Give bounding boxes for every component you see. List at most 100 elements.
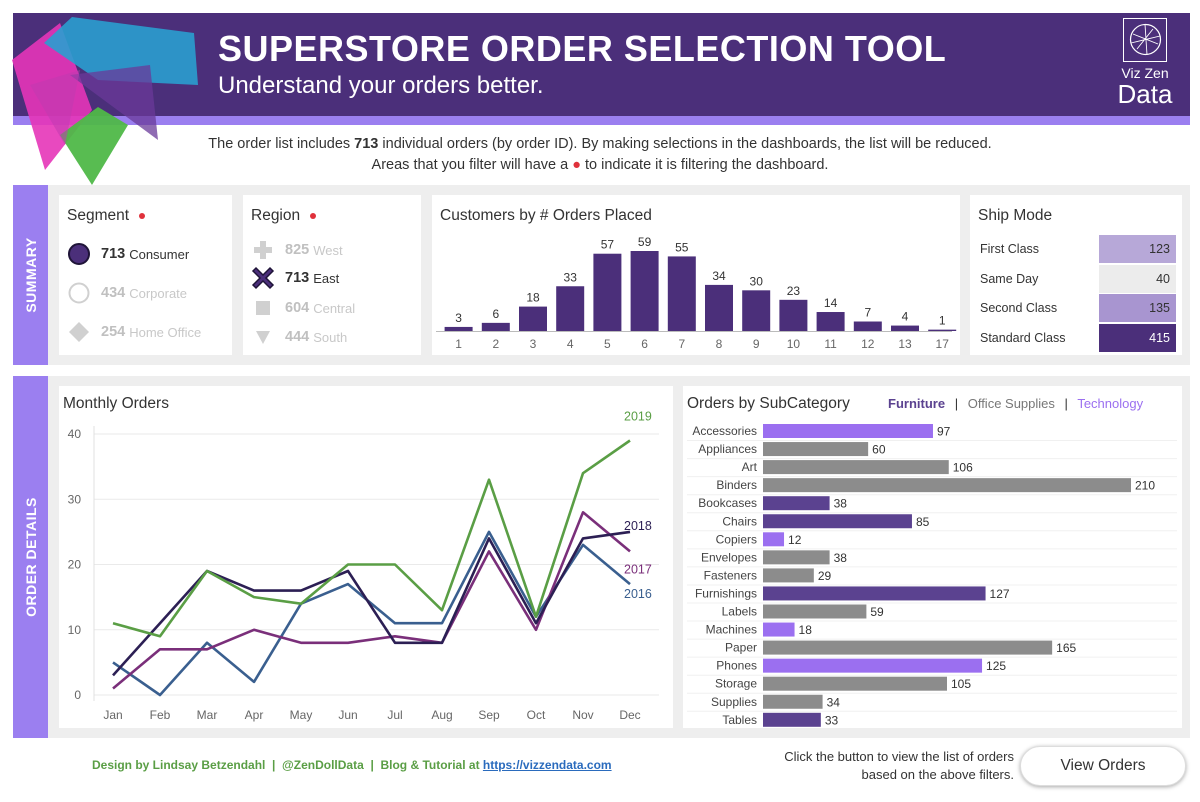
bar-value-label: 6 xyxy=(492,307,499,321)
x-tick-label: 6 xyxy=(641,337,648,351)
bar xyxy=(763,532,785,547)
bar-value-label: 57 xyxy=(601,238,615,252)
segment-label: Corporate xyxy=(129,285,188,301)
ship-row-second-class[interactable]: Second Class 135 xyxy=(980,294,1176,322)
category-label: Envelopes xyxy=(701,550,757,564)
bar-value-label: 1 xyxy=(939,314,946,328)
intro-text: individual orders (by order ID). By maki… xyxy=(378,136,992,152)
legend-technology[interactable]: Technology xyxy=(1077,396,1144,411)
circle-outline-icon xyxy=(67,281,91,305)
bar xyxy=(763,640,1053,655)
ship-mode-label: Standard Class xyxy=(980,331,1066,345)
bar-value-label: 30 xyxy=(750,274,764,288)
x-tick-label: 12 xyxy=(861,337,875,351)
diamond-icon xyxy=(67,320,91,344)
subcategory-bar-chart: Accessories 97 Appliances 60 Art 106 Binders 21… xyxy=(687,424,1177,727)
region-count: 604 xyxy=(285,300,310,316)
segment-title: Segment xyxy=(67,207,146,225)
category-label: Storage xyxy=(715,677,757,691)
bar xyxy=(556,286,585,331)
view-orders-button[interactable]: View Orders xyxy=(1020,746,1186,786)
ship-mode-value-cell: 135 xyxy=(1099,294,1176,322)
x-tick-label: Jul xyxy=(387,708,402,722)
segment-item-consumer[interactable]: 713 Consumer xyxy=(67,242,189,266)
x-tick-label: Apr xyxy=(245,708,264,722)
ship-mode-value-cell: 415 xyxy=(1099,324,1176,352)
x-tick-label: May xyxy=(290,708,313,722)
segment-label: Home Office xyxy=(129,324,202,340)
region-title-text: Region xyxy=(251,207,301,224)
bar-value-label: 14 xyxy=(824,296,838,310)
customers-orders-card: Customers by # Orders Placed 3 1 6 2 18 3 33 4 5… xyxy=(432,195,960,355)
bar-value-label: 18 xyxy=(799,623,813,637)
segment-item-home-office[interactable]: 254 Home Office xyxy=(67,320,201,344)
bar xyxy=(763,694,823,709)
bar-value-label: 29 xyxy=(818,569,832,583)
region-item-central[interactable]: 604 Central xyxy=(251,296,355,320)
bar-value-label: 23 xyxy=(787,284,801,298)
ship-row-same-day[interactable]: Same Day 40 xyxy=(980,265,1176,293)
blog-link[interactable]: https://vizzendata.com xyxy=(482,758,612,772)
intro-text: Areas that you filter will have a xyxy=(371,157,573,173)
summary-label-text: SUMMARY xyxy=(22,237,39,313)
bar xyxy=(667,256,696,331)
bar-value-label: 34 xyxy=(827,695,841,709)
category-label: Bookcases xyxy=(698,496,757,510)
bar xyxy=(742,290,771,331)
ship-row-standard-class[interactable]: Standard Class 415 xyxy=(980,324,1176,352)
ship-mode-value: 135 xyxy=(1149,301,1170,315)
legend-furniture[interactable]: Furniture xyxy=(888,396,946,411)
bar xyxy=(779,299,808,331)
bar-value-label: 59 xyxy=(638,235,652,249)
x-tick-label: 3 xyxy=(530,337,537,351)
bar-value-label: 55 xyxy=(675,240,689,254)
bar xyxy=(593,253,622,331)
bar xyxy=(763,514,912,529)
bar xyxy=(763,658,983,673)
bar-value-label: 4 xyxy=(902,310,909,324)
segment-item-corporate[interactable]: 434 Corporate xyxy=(67,281,187,305)
region-item-west[interactable]: 825 West xyxy=(251,238,343,262)
brand-name-small: Viz Zen xyxy=(1121,65,1169,81)
category-label: Furnishings xyxy=(695,586,757,600)
category-label: Accessories xyxy=(692,424,757,438)
bar-value-label: 125 xyxy=(986,659,1006,673)
y-tick-label: 10 xyxy=(68,623,82,637)
series-label: 2016 xyxy=(624,587,652,601)
x-tick-label: Aug xyxy=(431,708,452,722)
bar-value-label: 210 xyxy=(1135,479,1155,493)
brand-mark-icon xyxy=(1123,18,1167,62)
monthly-orders-card: Monthly Orders 0 10 20 30 40 Jan Feb Mar Apr May J… xyxy=(59,386,673,728)
bar xyxy=(816,312,845,331)
brand-logo[interactable]: Viz Zen Data xyxy=(1104,18,1186,110)
category-label: Copiers xyxy=(716,532,757,546)
square-icon xyxy=(251,296,275,320)
series-label: 2019 xyxy=(624,410,652,424)
footer-credit: Design by Lindsay Betzendahl | @ZenDollD… xyxy=(92,758,612,772)
legend-office-supplies[interactable]: Office Supplies xyxy=(967,396,1055,411)
legend-separator: | xyxy=(1064,396,1068,411)
x-tick-label: 4 xyxy=(567,337,574,351)
region-label: Central xyxy=(313,300,356,316)
region-item-east[interactable]: 713 East xyxy=(251,266,339,290)
category-label: Binders xyxy=(716,478,757,492)
category-label: Labels xyxy=(722,605,757,619)
region-count: 713 xyxy=(285,270,310,286)
bar xyxy=(763,424,933,438)
intro-line-1: The order list includes 713 individual o… xyxy=(0,136,1200,152)
category-label: Appliances xyxy=(698,442,757,456)
ship-mode-title: Ship Mode xyxy=(978,207,1053,224)
category-label: Chairs xyxy=(722,514,757,528)
ship-row-first-class[interactable]: First Class 123 xyxy=(980,235,1176,263)
monthly-orders-line-chart: 0 10 20 30 40 Jan Feb Mar Apr May Jun Jul Aug Sep Oct N… xyxy=(68,410,659,722)
segment-count: 254 xyxy=(101,324,126,340)
ship-mode-label: Same Day xyxy=(980,272,1039,286)
x-tick-label: Oct xyxy=(527,708,546,722)
bar-value-label: 33 xyxy=(564,270,578,284)
filter-active-dot-icon xyxy=(139,212,146,219)
region-item-south[interactable]: 444 South xyxy=(251,325,347,349)
plus-icon xyxy=(251,238,275,262)
x-tick-label: Nov xyxy=(572,708,593,722)
series-line-2016 xyxy=(112,530,631,697)
region-label: West xyxy=(313,242,343,258)
